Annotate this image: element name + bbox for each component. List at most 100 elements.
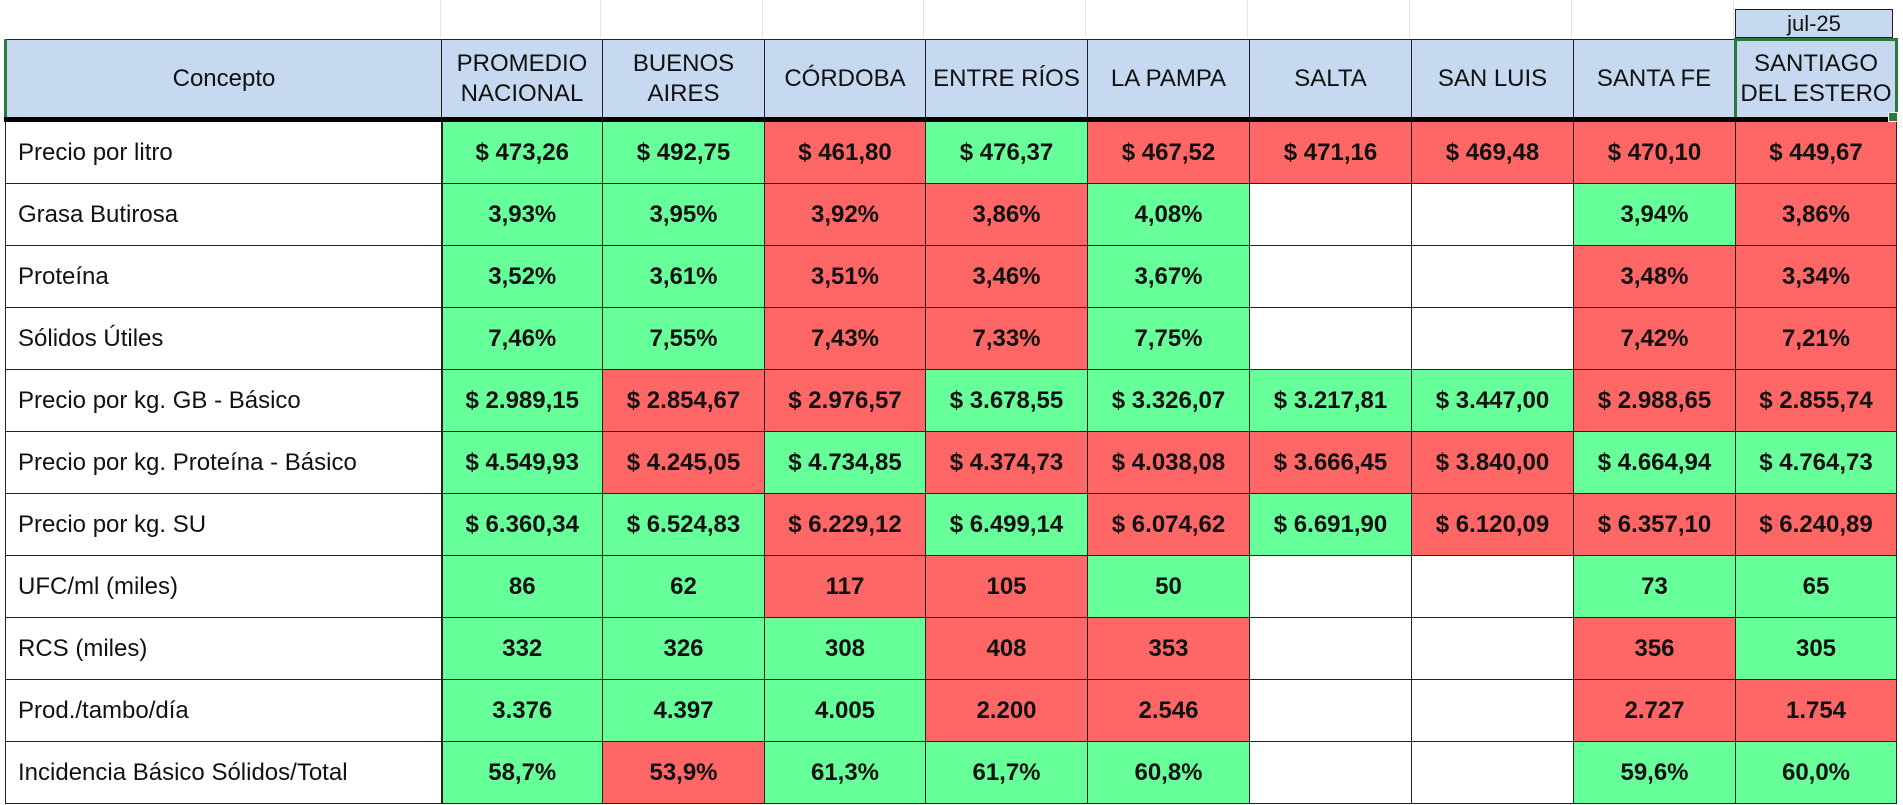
blank-cell[interactable] [1086,0,1248,38]
table-cell[interactable]: $ 6.524,83 [602,493,765,556]
row-label[interactable]: UFC/ml (miles) [5,555,443,618]
table-cell[interactable]: 117 [764,555,926,618]
table-cell[interactable]: 4.397 [602,679,765,742]
blank-cell[interactable] [924,0,1086,38]
table-cell[interactable]: 3,92% [764,183,926,246]
header-entre-rios[interactable]: ENTRE RÍOS [925,39,1088,122]
table-cell[interactable]: 60,8% [1087,741,1250,804]
table-cell[interactable]: $ 4.664,94 [1573,431,1736,494]
table-cell[interactable]: 86 [441,555,603,618]
table-cell[interactable] [1411,245,1574,308]
blank-cell[interactable] [1248,0,1410,38]
table-cell[interactable]: $ 4.245,05 [602,431,765,494]
table-cell[interactable]: 7,43% [764,307,926,370]
row-label[interactable]: Precio por kg. GB - Básico [5,369,443,432]
table-cell[interactable]: $ 4.734,85 [764,431,926,494]
table-cell[interactable]: $ 3.217,81 [1249,369,1412,432]
table-cell[interactable]: 4.005 [764,679,926,742]
period-label[interactable]: jul-25 [1735,9,1893,38]
table-cell[interactable]: 3,46% [925,245,1088,308]
table-cell[interactable]: $ 3.666,45 [1249,431,1412,494]
table-cell[interactable]: $ 6.240,89 [1735,493,1897,556]
table-cell[interactable]: $ 2.855,74 [1735,369,1897,432]
table-cell[interactable]: 332 [441,617,603,680]
table-cell[interactable]: 3,86% [1735,183,1897,246]
table-cell[interactable]: 2.200 [925,679,1088,742]
table-cell[interactable]: 61,7% [925,741,1088,804]
table-cell[interactable]: 1.754 [1735,679,1897,742]
table-cell[interactable] [1249,679,1412,742]
table-cell[interactable]: 3,52% [441,245,603,308]
table-cell[interactable] [1249,555,1412,618]
table-cell[interactable]: $ 492,75 [602,119,765,184]
table-cell[interactable]: $ 2.854,67 [602,369,765,432]
table-cell[interactable]: 7,42% [1573,307,1736,370]
table-cell[interactable] [1249,307,1412,370]
table-cell[interactable]: 356 [1573,617,1736,680]
table-cell[interactable] [1249,245,1412,308]
table-cell[interactable]: $ 3.678,55 [925,369,1088,432]
table-cell[interactable]: 408 [925,617,1088,680]
blank-cell[interactable] [601,0,763,38]
table-cell[interactable]: 7,33% [925,307,1088,370]
table-cell[interactable]: 2.546 [1087,679,1250,742]
table-cell[interactable] [1249,617,1412,680]
header-santiago-del-estero[interactable]: SANTIAGO DEL ESTERO [1734,38,1898,122]
blank-cell[interactable] [1572,0,1734,38]
table-cell[interactable] [1411,555,1574,618]
table-cell[interactable] [1249,183,1412,246]
table-cell[interactable]: $ 6.357,10 [1573,493,1736,556]
table-cell[interactable]: $ 476,37 [925,119,1088,184]
row-label[interactable]: Incidencia Básico Sólidos/Total [5,741,443,804]
table-cell[interactable]: 7,21% [1735,307,1897,370]
row-label[interactable]: Proteína [5,245,443,308]
table-cell[interactable]: 62 [602,555,765,618]
table-cell[interactable]: $ 4.764,73 [1735,431,1897,494]
table-cell[interactable]: 326 [602,617,765,680]
table-cell[interactable]: $ 4.038,08 [1087,431,1250,494]
header-salta[interactable]: SALTA [1249,39,1412,122]
table-cell[interactable]: 3,48% [1573,245,1736,308]
table-cell[interactable]: 3,94% [1573,183,1736,246]
table-cell[interactable]: $ 467,52 [1087,119,1250,184]
table-cell[interactable]: 3,86% [925,183,1088,246]
table-cell[interactable]: 7,46% [441,307,603,370]
table-cell[interactable]: 58,7% [441,741,603,804]
row-label[interactable]: Grasa Butirosa [5,183,443,246]
table-cell[interactable]: $ 473,26 [441,119,603,184]
row-label[interactable]: Prod./tambo/día [5,679,443,742]
table-cell[interactable]: 3,61% [602,245,765,308]
table-cell[interactable]: $ 6.691,90 [1249,493,1412,556]
table-cell[interactable]: $ 6.229,12 [764,493,926,556]
table-cell[interactable]: $ 469,48 [1411,119,1574,184]
table-cell[interactable]: 308 [764,617,926,680]
table-cell[interactable] [1411,617,1574,680]
table-cell[interactable]: $ 471,16 [1249,119,1412,184]
table-cell[interactable]: $ 3.840,00 [1411,431,1574,494]
table-cell[interactable]: 60,0% [1735,741,1897,804]
table-cell[interactable]: 3,95% [602,183,765,246]
table-cell[interactable]: 4,08% [1087,183,1250,246]
table-cell[interactable]: 61,3% [764,741,926,804]
table-cell[interactable]: $ 6.360,34 [441,493,603,556]
table-cell[interactable] [1249,741,1412,804]
header-concepto[interactable]: Concepto [4,39,442,122]
table-cell[interactable]: 3,67% [1087,245,1250,308]
blank-cell[interactable] [0,0,441,38]
table-cell[interactable]: $ 6.120,09 [1411,493,1574,556]
blank-cell[interactable] [1410,0,1572,38]
header-buenos-aires[interactable]: BUENOS AIRES [602,39,765,122]
table-cell[interactable]: $ 6.074,62 [1087,493,1250,556]
table-cell[interactable]: 65 [1735,555,1897,618]
header-la-pampa[interactable]: LA PAMPA [1087,39,1250,122]
table-cell[interactable] [1411,741,1574,804]
row-label[interactable]: RCS (miles) [5,617,443,680]
table-cell[interactable]: $ 3.326,07 [1087,369,1250,432]
table-cell[interactable]: $ 449,67 [1735,119,1897,184]
header-santa-fe[interactable]: SANTA FE [1573,39,1736,122]
table-cell[interactable]: $ 4.374,73 [925,431,1088,494]
header-san-luis[interactable]: SAN LUIS [1411,39,1574,122]
table-cell[interactable]: 105 [925,555,1088,618]
table-cell[interactable] [1411,307,1574,370]
row-label[interactable]: Sólidos Útiles [5,307,443,370]
